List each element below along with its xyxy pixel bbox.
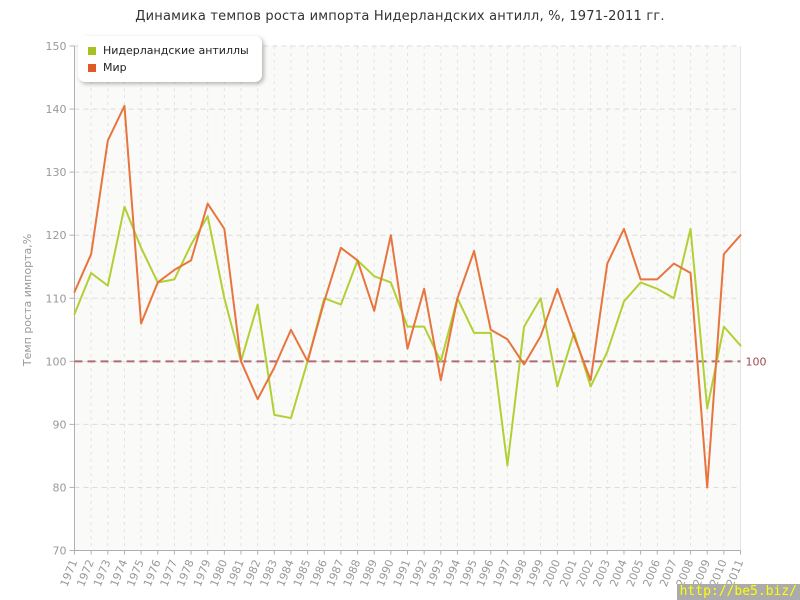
reference-line-label: 100 bbox=[746, 355, 767, 368]
svg-text:120: 120 bbox=[46, 229, 67, 242]
legend-label-netherlands-antilles: Нидерландские антиллы bbox=[103, 44, 249, 57]
legend-item-world: Мир bbox=[88, 59, 249, 76]
y-tick-labels: 70 80 90 100 110 120 130 140 150 bbox=[46, 40, 67, 558]
legend-label-world: Мир bbox=[103, 61, 127, 74]
svg-text:130: 130 bbox=[46, 166, 67, 179]
x-gridlines bbox=[90, 46, 741, 551]
axis-ticks bbox=[69, 45, 741, 555]
legend-swatch-netherlands-antilles bbox=[88, 46, 96, 55]
svg-text:80: 80 bbox=[53, 481, 67, 494]
series-line-netherlands-antilles bbox=[73, 205, 742, 467]
svg-text:150: 150 bbox=[46, 40, 67, 53]
svg-text:70: 70 bbox=[53, 545, 67, 558]
svg-text:110: 110 bbox=[46, 292, 67, 305]
watermark-link[interactable]: http://be5.biz/ bbox=[676, 584, 800, 600]
y-axis-title: Темп роста импорта,% bbox=[21, 234, 34, 367]
legend-swatch-world bbox=[88, 63, 96, 72]
legend-item-netherlands-antilles: Нидерландские антиллы bbox=[88, 42, 249, 59]
svg-text:90: 90 bbox=[53, 418, 67, 431]
legend: Нидерландские антиллы Мир bbox=[78, 36, 262, 82]
x-tick-labels: 1971197219731974197519761977197819791980… bbox=[58, 558, 747, 589]
chart-title: Динамика темпов роста импорта Нидерландс… bbox=[135, 9, 665, 24]
svg-text:100: 100 bbox=[46, 355, 67, 368]
series-line-world bbox=[73, 104, 742, 489]
svg-text:140: 140 bbox=[46, 103, 67, 116]
